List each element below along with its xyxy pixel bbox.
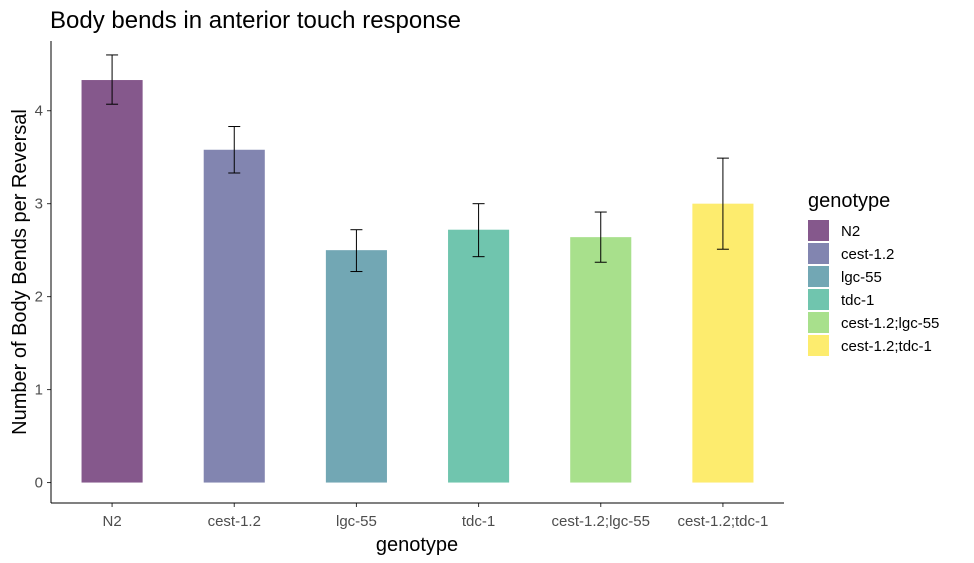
legend-swatch	[808, 266, 829, 287]
legend-label: cest-1.2;tdc-1	[841, 338, 932, 355]
legend-label: tdc-1	[841, 292, 874, 309]
legend-swatch	[808, 312, 829, 333]
legend-label: N2	[841, 223, 860, 240]
x-axis-title: genotype	[376, 534, 458, 556]
legend-swatch	[808, 289, 829, 310]
legend-swatch	[808, 335, 829, 356]
plot-area: 0 1 2 3 4 N2 cest-1.2 lgc-55 tdc-1 cest-1.2;lgc-5…	[35, 54, 768, 530]
y-axis-title: Number of Body Bends per Reversal	[9, 109, 31, 435]
bar	[203, 149, 265, 483]
y-tick-label: 4	[35, 103, 43, 120]
chart-title: Body bends in anterior touch response	[50, 7, 461, 34]
x-tick-label: cest-1.2	[208, 513, 261, 530]
y-tick-label: 3	[35, 196, 43, 213]
legend-label: lgc-55	[841, 269, 882, 286]
legend-label: cest-1.2	[841, 246, 894, 263]
y-tick-label: 0	[35, 475, 43, 492]
legend-swatch	[808, 243, 829, 264]
bar	[448, 229, 510, 483]
x-tick-label: cest-1.2;lgc-55	[552, 513, 650, 530]
x-tick-label: lgc-55	[336, 513, 377, 530]
legend-swatch	[808, 220, 829, 241]
y-tick-label: 1	[35, 382, 43, 399]
legend: genotype N2 cest-1.2 lgc-55 tdc-1 cest-1.2;l…	[808, 190, 939, 356]
bar	[570, 237, 632, 483]
x-tick-label: N2	[102, 513, 121, 530]
legend-label: cest-1.2;lgc-55	[841, 315, 939, 332]
legend-title: genotype	[808, 190, 890, 212]
bar	[692, 203, 754, 483]
x-tick-label: cest-1.2;tdc-1	[677, 513, 768, 530]
bar	[81, 80, 143, 483]
y-tick-label: 2	[35, 289, 43, 306]
bar	[325, 250, 387, 483]
x-tick-label: tdc-1	[462, 513, 495, 530]
